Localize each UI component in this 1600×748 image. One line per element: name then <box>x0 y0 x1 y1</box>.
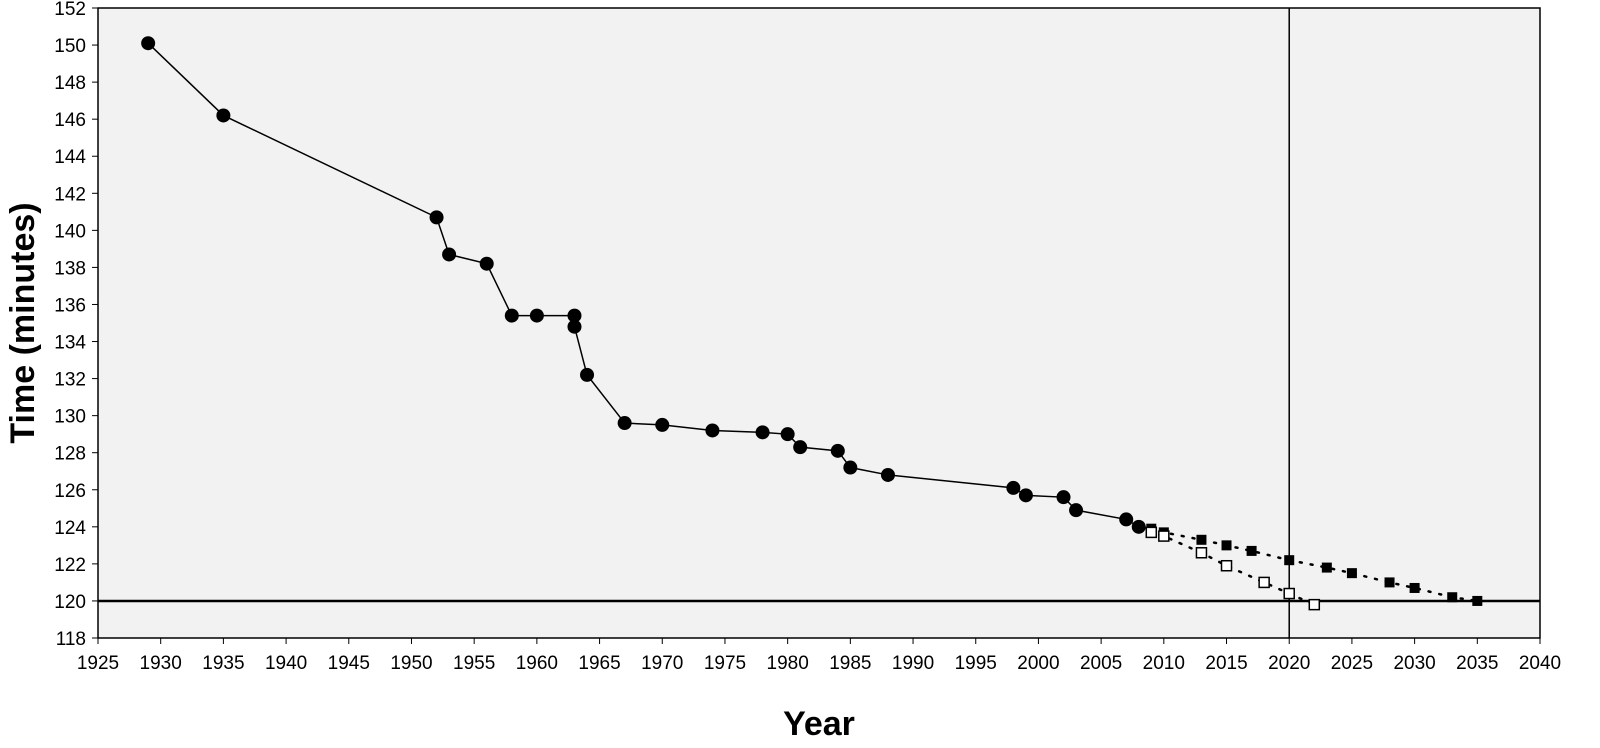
data-point <box>1472 595 1483 606</box>
data-point <box>479 256 494 271</box>
x-tick-label: 1965 <box>578 653 620 674</box>
data-point <box>567 308 582 323</box>
y-tick-label: 142 <box>54 184 86 205</box>
series-3-open-square <box>1137 525 1321 611</box>
data-point <box>617 416 632 431</box>
data-point <box>793 440 808 455</box>
x-tick-label: 2005 <box>1080 653 1122 674</box>
data-point <box>1220 559 1233 572</box>
data-point <box>780 427 795 442</box>
x-tick-label: 2010 <box>1143 653 1185 674</box>
reference-lines <box>98 8 1540 638</box>
data-point <box>1056 490 1071 505</box>
data-point <box>216 108 231 123</box>
x-tick-label: 1935 <box>202 653 244 674</box>
data-point <box>1321 562 1332 573</box>
data-point <box>1018 488 1033 503</box>
y-tick-label: 122 <box>54 555 86 576</box>
data-point <box>1258 576 1270 589</box>
x-tick-label: 1955 <box>453 653 495 674</box>
data-point <box>1158 530 1170 542</box>
x-tick-label: 1945 <box>328 653 370 674</box>
x-tick-label: 1980 <box>767 653 809 674</box>
x-tick-label: 1975 <box>704 653 746 674</box>
y-tick-label: 130 <box>54 407 86 428</box>
data-point <box>1447 592 1458 603</box>
y-tick-label: 132 <box>54 370 86 391</box>
y-tick-label: 148 <box>54 73 86 94</box>
data-point <box>1221 540 1232 551</box>
x-tick-label: 1970 <box>641 653 683 674</box>
x-axis-title: Year <box>783 705 855 743</box>
data-point <box>655 417 670 432</box>
y-tick-label: 152 <box>54 0 86 20</box>
data-point <box>830 443 845 458</box>
data-point <box>504 308 519 323</box>
data-point <box>141 36 156 51</box>
data-point <box>1308 598 1321 611</box>
data-point <box>1006 480 1021 495</box>
x-tick-label: 1990 <box>892 653 934 674</box>
data-point <box>705 423 720 438</box>
y-tick-label: 150 <box>54 36 86 57</box>
y-tick-label: 126 <box>54 481 86 502</box>
series-1-filled-circle <box>141 36 1146 534</box>
y-tick-label: 144 <box>54 147 86 168</box>
x-tick-label: 2035 <box>1456 653 1498 674</box>
x-tick-label: 2025 <box>1331 653 1373 674</box>
y-tick-label: 134 <box>54 333 86 354</box>
x-tick-label: 2015 <box>1205 653 1247 674</box>
data-point <box>1069 503 1084 518</box>
x-tick-label: 1925 <box>77 653 119 674</box>
x-tick-label: 1950 <box>390 653 432 674</box>
data-point <box>442 247 457 262</box>
data-point <box>755 425 770 440</box>
y-axis-ticks: 118 120 122 124 126 128 130 132 134 136 138 140 142 1… <box>54 0 98 650</box>
data-point <box>1195 547 1208 559</box>
y-tick-label: 124 <box>54 518 86 539</box>
y-tick-label: 136 <box>54 295 86 316</box>
data-point <box>580 367 595 382</box>
y-tick-label: 138 <box>54 258 86 279</box>
x-tick-label: 1930 <box>140 653 182 674</box>
data-point <box>1196 534 1207 545</box>
y-tick-label: 146 <box>54 110 86 131</box>
data-point <box>567 319 582 334</box>
data-point <box>1346 568 1357 579</box>
x-tick-label: 1940 <box>265 653 307 674</box>
series-layer <box>141 36 1483 611</box>
x-tick-label: 2040 <box>1519 653 1561 674</box>
y-tick-label: 120 <box>54 592 86 613</box>
data-point <box>1384 577 1395 588</box>
x-tick-label: 1985 <box>829 653 871 674</box>
y-axis-title: Time (minutes) <box>4 202 42 443</box>
data-point <box>1246 545 1257 556</box>
x-tick-label: 2000 <box>1017 653 1059 674</box>
data-point <box>1284 555 1295 566</box>
y-tick-label: 140 <box>54 221 86 242</box>
plot-area <box>97 7 1541 639</box>
x-tick-label: 2030 <box>1393 653 1435 674</box>
x-tick-label: 1960 <box>516 653 558 674</box>
data-point <box>880 467 895 482</box>
data-point <box>1409 582 1420 593</box>
data-point <box>1119 512 1134 527</box>
x-tick-label: 1995 <box>955 653 997 674</box>
y-tick-label: 118 <box>56 629 86 650</box>
data-point <box>1145 526 1158 539</box>
y-tick-label: 128 <box>54 444 86 465</box>
x-axis-ticks: 1925 1930 1935 1940 1945 1950 1955 1960 1965 1970… <box>77 638 1561 674</box>
data-point <box>429 210 444 225</box>
data-point <box>843 460 858 475</box>
x-tick-label: 2020 <box>1268 653 1310 674</box>
data-point <box>529 308 544 323</box>
data-point <box>1283 587 1295 600</box>
